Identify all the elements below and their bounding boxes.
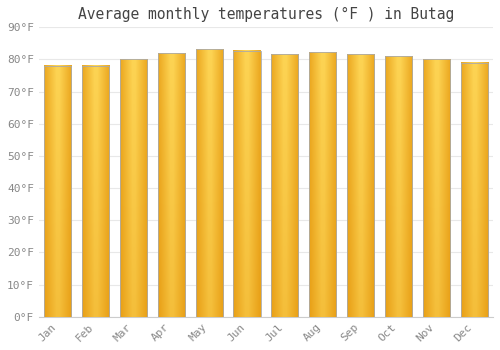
Bar bbox=[120, 59, 147, 317]
Title: Average monthly temperatures (°F ) in Butag: Average monthly temperatures (°F ) in Bu… bbox=[78, 7, 454, 22]
Bar bbox=[309, 52, 336, 317]
Bar bbox=[44, 65, 72, 317]
Bar bbox=[158, 53, 185, 317]
Bar bbox=[82, 65, 109, 317]
Bar bbox=[234, 51, 260, 317]
Bar bbox=[196, 49, 223, 317]
Bar bbox=[347, 54, 374, 317]
Bar bbox=[460, 63, 488, 317]
Bar bbox=[385, 56, 412, 317]
Bar bbox=[271, 54, 298, 317]
Bar bbox=[422, 59, 450, 317]
